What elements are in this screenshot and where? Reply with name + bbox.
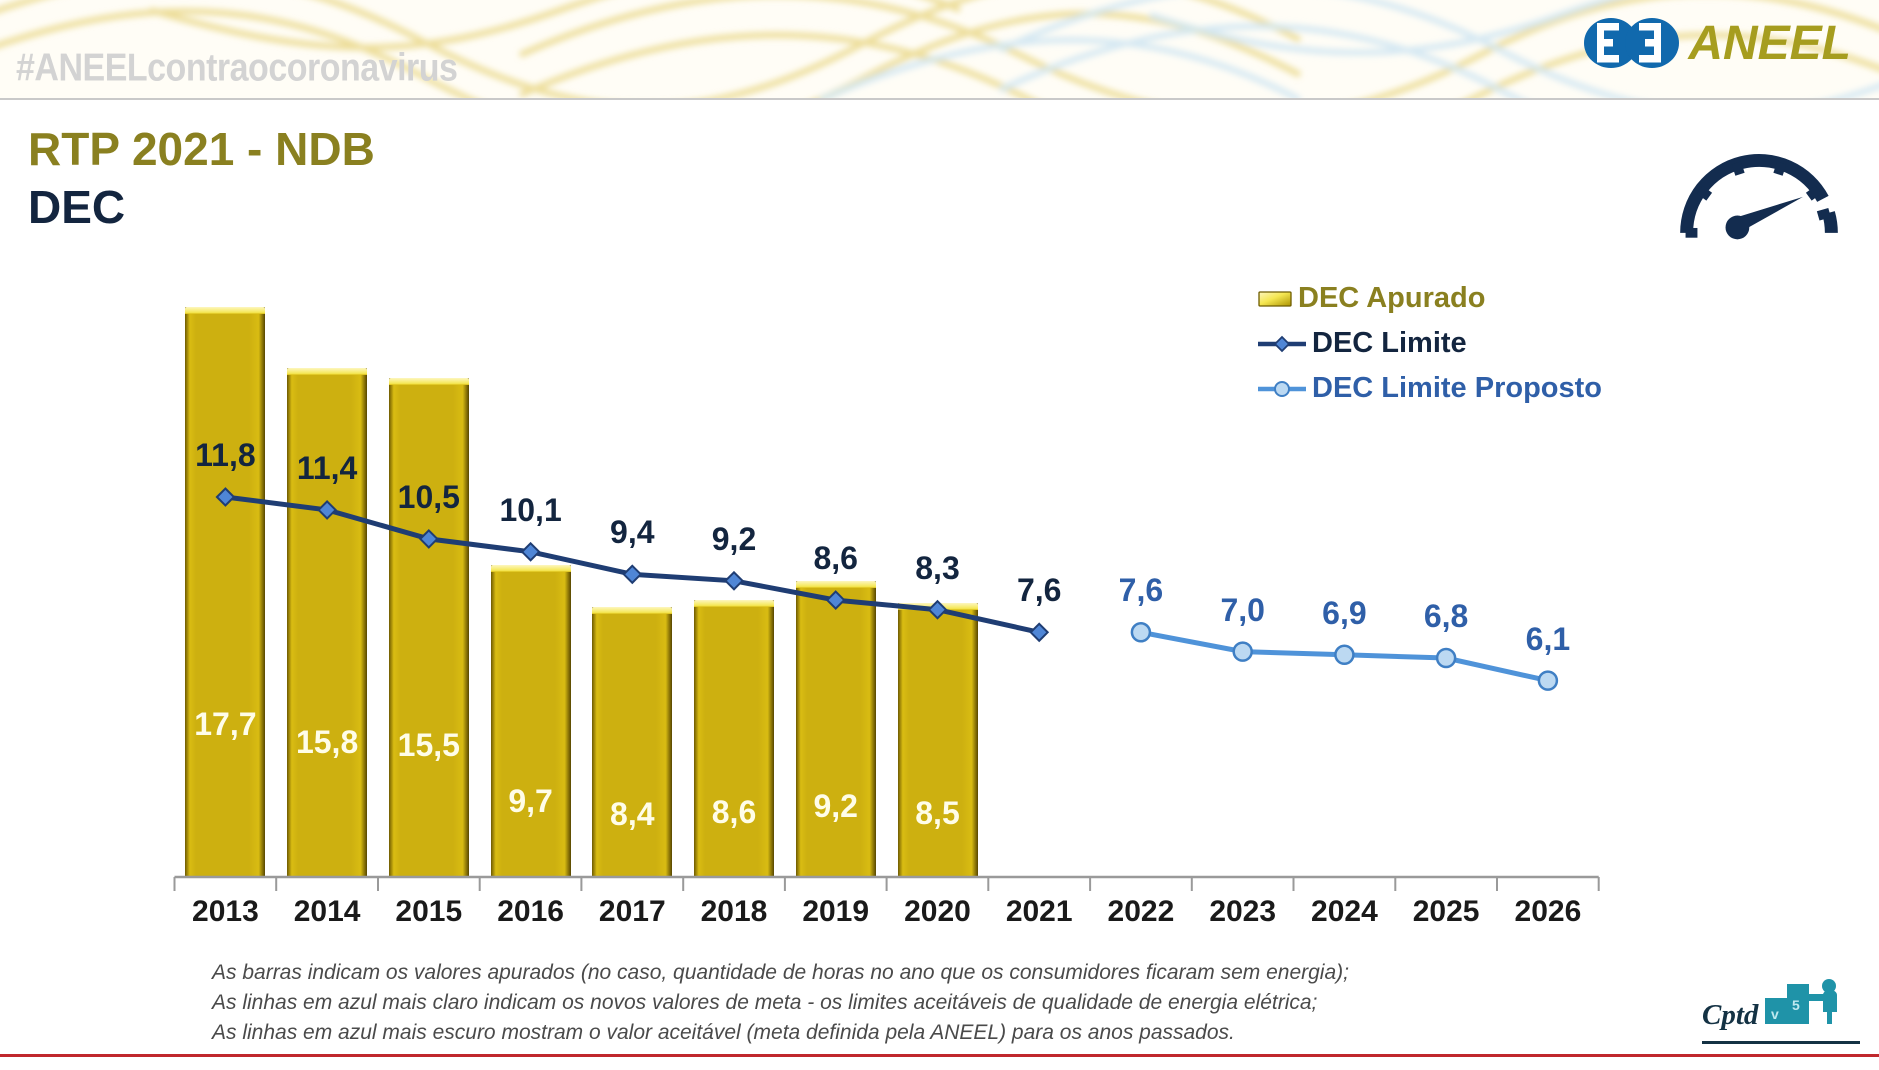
svg-text:5: 5: [1792, 997, 1800, 1013]
svg-text:v: v: [1771, 1006, 1779, 1022]
